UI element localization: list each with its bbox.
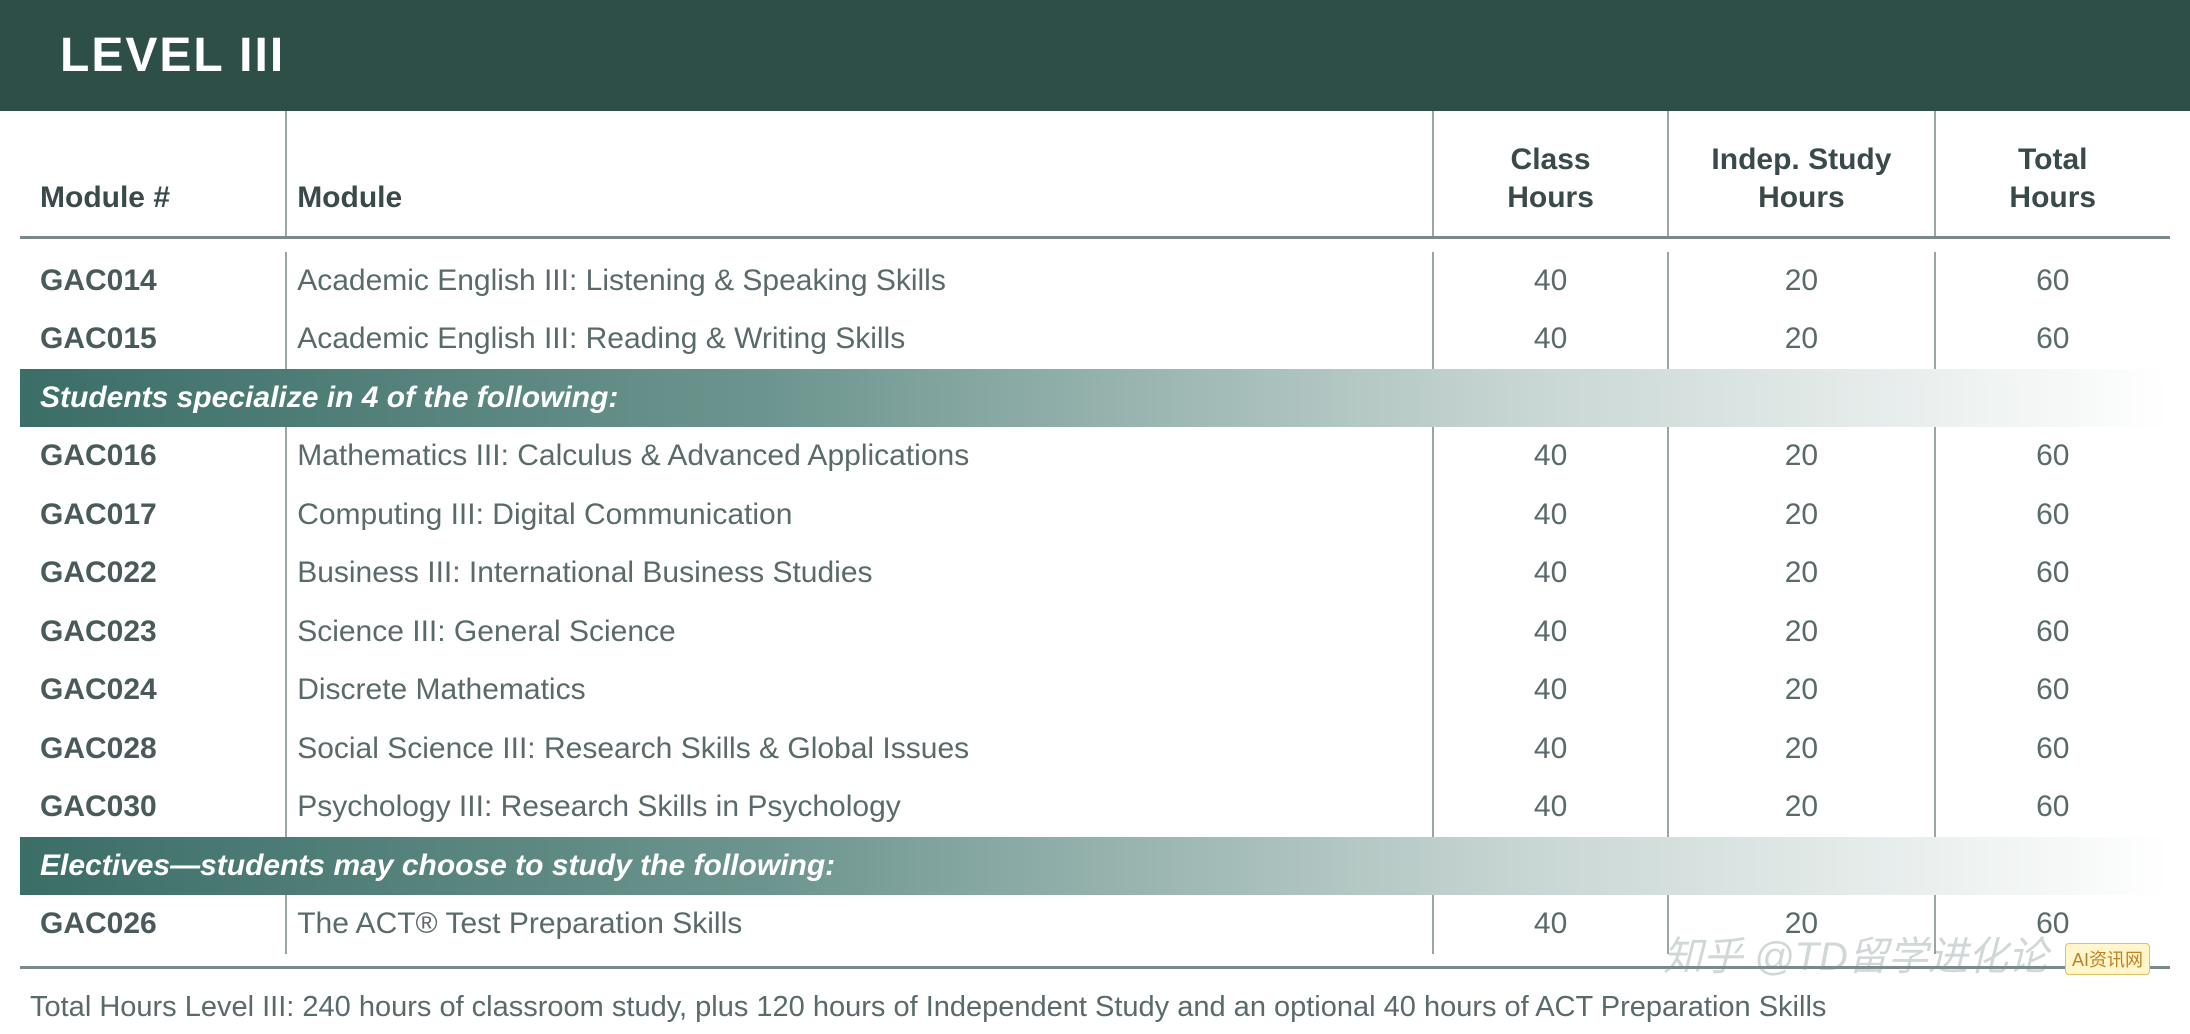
- table-row: GAC022Business III: International Busine…: [20, 544, 2170, 603]
- col-header-module-name: Module: [286, 111, 1433, 238]
- cell-total-hours: 60: [1935, 778, 2171, 837]
- section-band: Electives—students may choose to study t…: [20, 837, 2170, 896]
- cell-class-hours: 40: [1433, 427, 1668, 486]
- cell-indep-hours: 20: [1668, 720, 1934, 779]
- cell-indep-hours: 20: [1668, 486, 1934, 545]
- cell-module-code: GAC030: [20, 778, 286, 837]
- cell-module-code: GAC017: [20, 486, 286, 545]
- cell-class-hours: 40: [1433, 310, 1668, 369]
- cell-total-hours: 60: [1935, 427, 2171, 486]
- level-header: LEVEL III: [0, 0, 2190, 111]
- table-row: GAC026The ACT® Test Preparation Skills40…: [20, 895, 2170, 954]
- cell-module-name: Academic English III: Listening & Speaki…: [286, 252, 1433, 311]
- cell-total-hours: 60: [1935, 661, 2171, 720]
- cell-module-code: GAC028: [20, 720, 286, 779]
- cell-class-hours: 40: [1433, 486, 1668, 545]
- cell-module-name: Psychology III: Research Skills in Psych…: [286, 778, 1433, 837]
- cell-indep-hours: 20: [1668, 544, 1934, 603]
- cell-module-code: GAC024: [20, 661, 286, 720]
- table-row: GAC024Discrete Mathematics402060: [20, 661, 2170, 720]
- cell-module-name: Computing III: Digital Communication: [286, 486, 1433, 545]
- table-header-row: Module # Module ClassHours Indep. StudyH…: [20, 111, 2170, 238]
- section-band-label: Electives—students may choose to study t…: [20, 837, 2170, 896]
- cell-indep-hours: 20: [1668, 310, 1934, 369]
- cell-module-name: Science III: General Science: [286, 603, 1433, 662]
- cell-class-hours: 40: [1433, 895, 1668, 954]
- section-band: Students specialize in 4 of the followin…: [20, 369, 2170, 428]
- cell-total-hours: 60: [1935, 720, 2171, 779]
- cell-module-code: GAC015: [20, 310, 286, 369]
- cell-total-hours: 60: [1935, 486, 2171, 545]
- col-header-class-hours: ClassHours: [1433, 111, 1668, 238]
- cell-indep-hours: 20: [1668, 603, 1934, 662]
- cell-total-hours: 60: [1935, 544, 2171, 603]
- cell-total-hours: 60: [1935, 603, 2171, 662]
- table-container: Module # Module ClassHours Indep. StudyH…: [0, 111, 2190, 969]
- cell-module-name: The ACT® Test Preparation Skills: [286, 895, 1433, 954]
- cell-module-name: Discrete Mathematics: [286, 661, 1433, 720]
- cell-class-hours: 40: [1433, 778, 1668, 837]
- cell-class-hours: 40: [1433, 544, 1668, 603]
- cell-total-hours: 60: [1935, 895, 2171, 954]
- cell-module-name: Social Science III: Research Skills & Gl…: [286, 720, 1433, 779]
- cell-module-name: Business III: International Business Stu…: [286, 544, 1433, 603]
- table-row: GAC017Computing III: Digital Communicati…: [20, 486, 2170, 545]
- cell-total-hours: 60: [1935, 252, 2171, 311]
- footer-note: Total Hours Level III: 240 hours of clas…: [0, 969, 2190, 1034]
- table-row: GAC028Social Science III: Research Skill…: [20, 720, 2170, 779]
- col-header-module-number: Module #: [20, 111, 286, 238]
- cell-module-name: Academic English III: Reading & Writing …: [286, 310, 1433, 369]
- table-row: GAC016Mathematics III: Calculus & Advanc…: [20, 427, 2170, 486]
- cell-module-code: GAC016: [20, 427, 286, 486]
- cell-indep-hours: 20: [1668, 778, 1934, 837]
- spacer-row: [20, 954, 2170, 968]
- cell-class-hours: 40: [1433, 661, 1668, 720]
- cell-class-hours: 40: [1433, 252, 1668, 311]
- cell-total-hours: 60: [1935, 310, 2171, 369]
- level-title: LEVEL III: [60, 29, 285, 82]
- cell-module-code: GAC023: [20, 603, 286, 662]
- table-row: GAC015Academic English III: Reading & Wr…: [20, 310, 2170, 369]
- cell-indep-hours: 20: [1668, 252, 1934, 311]
- modules-table: Module # Module ClassHours Indep. StudyH…: [20, 111, 2170, 969]
- cell-indep-hours: 20: [1668, 895, 1934, 954]
- cell-class-hours: 40: [1433, 720, 1668, 779]
- cell-module-code: GAC026: [20, 895, 286, 954]
- table-row: GAC030Psychology III: Research Skills in…: [20, 778, 2170, 837]
- cell-indep-hours: 20: [1668, 661, 1934, 720]
- cell-class-hours: 40: [1433, 603, 1668, 662]
- table-body: GAC014Academic English III: Listening & …: [20, 238, 2170, 970]
- col-header-indep-hours: Indep. StudyHours: [1668, 111, 1934, 238]
- table-row: GAC023Science III: General Science402060: [20, 603, 2170, 662]
- cell-module-code: GAC014: [20, 252, 286, 311]
- cell-module-name: Mathematics III: Calculus & Advanced App…: [286, 427, 1433, 486]
- col-header-total-hours: TotalHours: [1935, 111, 2171, 238]
- cell-indep-hours: 20: [1668, 427, 1934, 486]
- section-band-label: Students specialize in 4 of the followin…: [20, 369, 2170, 428]
- table-row: GAC014Academic English III: Listening & …: [20, 252, 2170, 311]
- cell-module-code: GAC022: [20, 544, 286, 603]
